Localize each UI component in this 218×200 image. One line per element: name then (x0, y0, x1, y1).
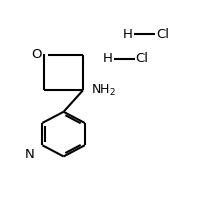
Text: N: N (25, 148, 35, 161)
Text: H: H (102, 52, 112, 65)
Text: Cl: Cl (136, 52, 149, 65)
Text: NH$_2$: NH$_2$ (91, 83, 116, 98)
Text: Cl: Cl (156, 28, 169, 41)
Text: H: H (123, 28, 133, 41)
Text: O: O (31, 48, 42, 61)
